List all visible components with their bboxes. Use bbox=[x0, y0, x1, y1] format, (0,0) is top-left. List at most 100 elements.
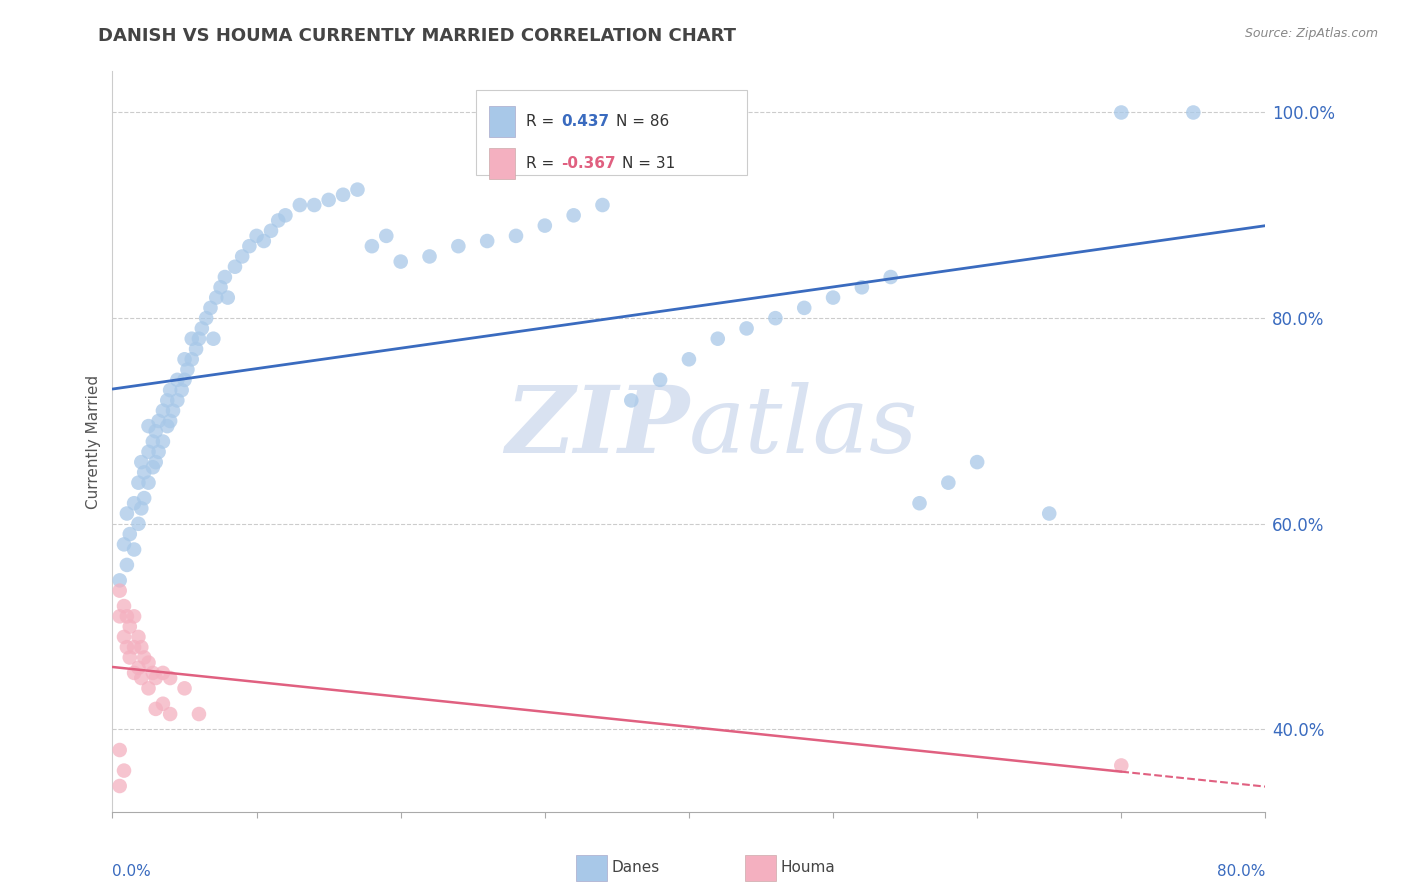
Point bbox=[170, 383, 193, 397]
Point bbox=[159, 706, 181, 721]
Point bbox=[214, 270, 236, 285]
Point bbox=[176, 362, 198, 376]
Point bbox=[142, 460, 165, 475]
FancyBboxPatch shape bbox=[489, 106, 515, 137]
Point bbox=[173, 681, 195, 696]
Point bbox=[162, 403, 184, 417]
Point bbox=[142, 434, 165, 449]
Point bbox=[188, 332, 211, 346]
Point bbox=[134, 466, 156, 480]
Point bbox=[765, 311, 787, 326]
Point bbox=[260, 224, 283, 238]
Point bbox=[118, 527, 141, 541]
Y-axis label: Currently Married: Currently Married bbox=[86, 375, 101, 508]
Point bbox=[793, 301, 815, 315]
Point bbox=[138, 475, 160, 490]
Point bbox=[253, 234, 276, 248]
Point bbox=[127, 661, 149, 675]
Point bbox=[134, 650, 156, 665]
Point bbox=[129, 640, 153, 655]
Point bbox=[209, 280, 232, 294]
Point bbox=[129, 671, 153, 685]
Point bbox=[936, 475, 959, 490]
Point bbox=[112, 537, 135, 551]
Point bbox=[166, 393, 188, 408]
Point bbox=[562, 208, 585, 222]
Point bbox=[1111, 105, 1133, 120]
Point bbox=[346, 183, 368, 197]
Point bbox=[191, 321, 214, 335]
Point bbox=[138, 419, 160, 434]
Point bbox=[966, 455, 988, 469]
Point bbox=[122, 640, 145, 655]
Point bbox=[238, 239, 260, 253]
Point bbox=[202, 332, 225, 346]
Point bbox=[145, 671, 167, 685]
Point bbox=[360, 239, 382, 253]
Point bbox=[115, 558, 138, 572]
Point bbox=[288, 198, 311, 212]
Text: atlas: atlas bbox=[689, 382, 918, 472]
Point bbox=[115, 609, 138, 624]
Point bbox=[419, 250, 441, 264]
Point bbox=[534, 219, 557, 233]
Point bbox=[145, 702, 167, 716]
Point bbox=[148, 445, 170, 459]
Point bbox=[108, 779, 131, 793]
Point bbox=[112, 630, 135, 644]
Point bbox=[115, 507, 138, 521]
Text: 0.437: 0.437 bbox=[561, 114, 609, 129]
Point bbox=[180, 352, 202, 367]
Point bbox=[108, 609, 131, 624]
Point bbox=[138, 445, 160, 459]
Text: Danes: Danes bbox=[612, 861, 659, 875]
Point bbox=[115, 640, 138, 655]
Point bbox=[148, 414, 170, 428]
Point bbox=[217, 291, 239, 305]
Point bbox=[180, 332, 202, 346]
Point bbox=[173, 352, 195, 367]
Text: 80.0%: 80.0% bbox=[1218, 863, 1265, 879]
Point bbox=[821, 291, 844, 305]
Point bbox=[122, 496, 145, 510]
Point bbox=[159, 383, 181, 397]
FancyBboxPatch shape bbox=[475, 90, 747, 175]
Point bbox=[447, 239, 470, 253]
Point bbox=[173, 373, 195, 387]
Text: R =: R = bbox=[526, 114, 560, 129]
Point bbox=[112, 764, 135, 778]
Point bbox=[274, 208, 297, 222]
Point bbox=[122, 665, 145, 680]
Point bbox=[152, 697, 174, 711]
Point bbox=[375, 228, 398, 243]
Point bbox=[127, 516, 149, 531]
Point bbox=[231, 250, 253, 264]
Point bbox=[159, 414, 181, 428]
Point bbox=[195, 311, 218, 326]
Text: R =: R = bbox=[526, 156, 560, 171]
Point bbox=[475, 234, 499, 248]
Point bbox=[678, 352, 700, 367]
Point bbox=[620, 393, 643, 408]
Point bbox=[735, 321, 758, 335]
Point bbox=[152, 665, 174, 680]
Text: DANISH VS HOUMA CURRENTLY MARRIED CORRELATION CHART: DANISH VS HOUMA CURRENTLY MARRIED CORREL… bbox=[98, 27, 737, 45]
Point bbox=[205, 291, 228, 305]
Point bbox=[592, 198, 614, 212]
Point bbox=[224, 260, 246, 274]
Text: -0.367: -0.367 bbox=[561, 156, 616, 171]
Point bbox=[304, 198, 326, 212]
Point bbox=[156, 419, 179, 434]
Point bbox=[122, 609, 145, 624]
Point bbox=[129, 501, 153, 516]
Point bbox=[184, 342, 207, 356]
Point bbox=[145, 424, 167, 438]
Point bbox=[138, 681, 160, 696]
Text: N = 31: N = 31 bbox=[621, 156, 675, 171]
FancyBboxPatch shape bbox=[489, 148, 515, 179]
Point bbox=[880, 270, 903, 285]
Point bbox=[112, 599, 135, 613]
Point bbox=[389, 254, 412, 268]
Point bbox=[1182, 105, 1205, 120]
Point bbox=[138, 656, 160, 670]
